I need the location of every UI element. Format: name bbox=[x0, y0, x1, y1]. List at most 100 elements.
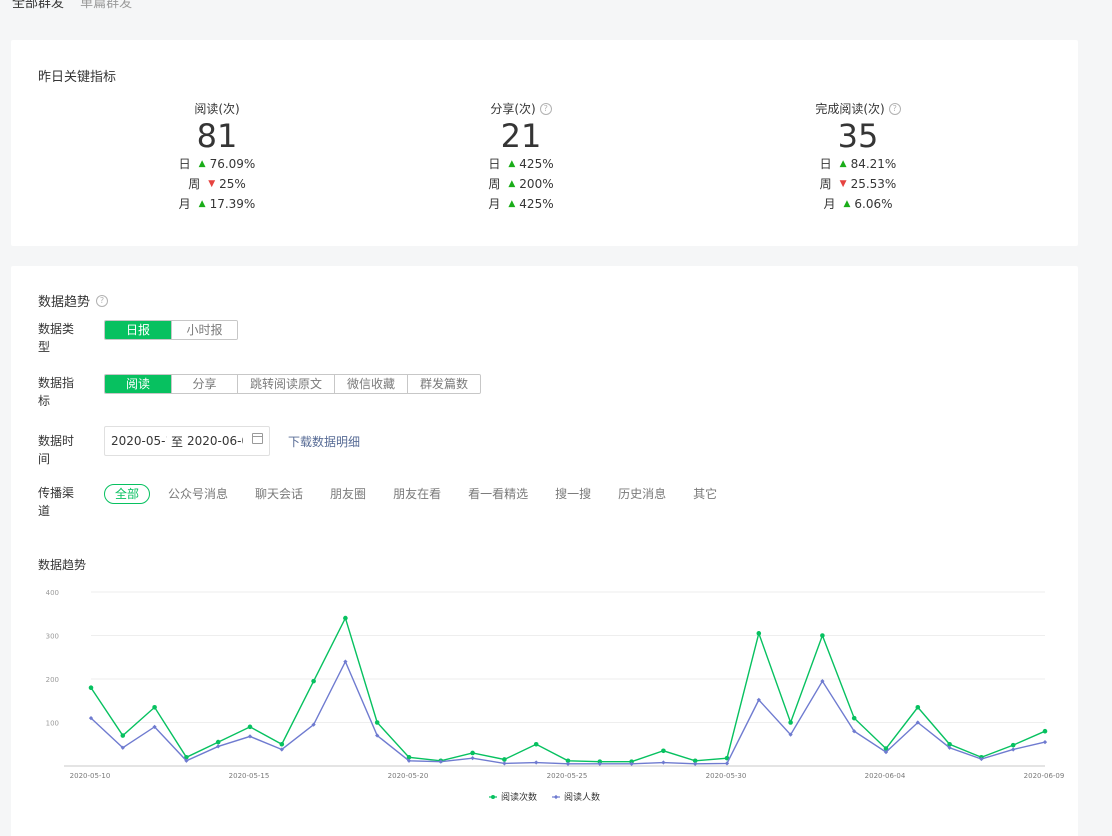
metric-label-text: 完成阅读(次) bbox=[815, 102, 885, 116]
help-icon[interactable]: ? bbox=[96, 294, 109, 307]
channel-option[interactable]: 历史消息 bbox=[618, 487, 667, 501]
data-point[interactable] bbox=[565, 758, 571, 764]
metric-value: 21 bbox=[500, 117, 542, 155]
data-point[interactable] bbox=[279, 747, 284, 752]
data-metric-option[interactable]: 分享 bbox=[171, 375, 237, 393]
y-tick-label: 100 bbox=[46, 720, 59, 728]
data-point[interactable] bbox=[88, 716, 94, 721]
data-point[interactable] bbox=[947, 741, 952, 747]
data-type-option[interactable]: 日报 bbox=[105, 321, 171, 339]
data-metric-option[interactable]: 群发篇数 bbox=[407, 375, 481, 393]
arrow-up-icon: ▲ bbox=[508, 179, 516, 189]
data-point[interactable] bbox=[629, 759, 634, 764]
data-point[interactable] bbox=[247, 724, 253, 730]
data-point[interactable] bbox=[1042, 728, 1048, 734]
metric-change-row: 周 ▼ 25% bbox=[152, 174, 282, 194]
data-point[interactable] bbox=[152, 724, 157, 729]
data-point[interactable] bbox=[502, 757, 507, 762]
channel-option[interactable]: 聊天会话 bbox=[255, 487, 304, 501]
data-point[interactable] bbox=[533, 741, 539, 747]
arrow-up-icon: ▲ bbox=[508, 199, 516, 209]
change-value: 425% bbox=[519, 157, 554, 171]
channel-option[interactable]: 其它 bbox=[693, 487, 718, 501]
channel-option[interactable]: 朋友在看 bbox=[393, 487, 442, 501]
channel-option[interactable]: 全部 bbox=[104, 484, 151, 504]
data-point[interactable] bbox=[915, 704, 921, 710]
trend-title-text: 数据趋势 bbox=[38, 295, 91, 310]
data-point[interactable] bbox=[1042, 739, 1048, 745]
help-icon[interactable]: ? bbox=[539, 103, 552, 115]
channel-option[interactable]: 公众号消息 bbox=[168, 487, 229, 501]
data-point[interactable] bbox=[470, 750, 475, 756]
data-point[interactable] bbox=[406, 758, 412, 763]
data-point[interactable] bbox=[470, 756, 475, 761]
data-metric-option[interactable]: 跳转阅读原文 bbox=[237, 375, 335, 393]
metric-block: 阅读(次) 81 日 ▲ 76.09% 周 ▼ 25% 月 ▲ 17.39% bbox=[152, 100, 282, 214]
data-point[interactable] bbox=[215, 739, 221, 745]
data-point[interactable] bbox=[1010, 742, 1016, 748]
metric-change-row: 月 ▲ 6.06% bbox=[793, 194, 923, 214]
trend-card: 数据趋势 ? 数据类型 日报 小时报 数据指标 阅读 分享 跳转阅读原文 微信收藏 群发篇… bbox=[11, 266, 1078, 836]
data-metric-option[interactable]: 阅读 bbox=[105, 375, 171, 393]
arrow-up-icon: ▲ bbox=[198, 159, 206, 169]
data-point[interactable] bbox=[374, 720, 380, 725]
metric-block: 完成阅读(次)? 35 日 ▲ 84.21% 周 ▼ 25.53% 月 ▲ 6.06% bbox=[793, 100, 923, 214]
data-point[interactable] bbox=[724, 755, 730, 761]
data-point[interactable] bbox=[311, 678, 316, 684]
data-point[interactable] bbox=[661, 760, 666, 765]
arrow-down-icon: ▼ bbox=[839, 179, 847, 189]
change-value: 84.21% bbox=[850, 157, 897, 171]
data-point[interactable] bbox=[502, 761, 507, 766]
change-value: 25% bbox=[219, 177, 246, 191]
tab-single-broadcast[interactable]: 单篇群发 bbox=[80, 0, 133, 11]
download-details-link[interactable]: 下载数据明细 bbox=[288, 434, 361, 449]
metric-value: 81 bbox=[196, 117, 238, 155]
metric-block: 分享(次)? 21 日 ▲ 425% 周 ▲ 200% 月 ▲ 425% bbox=[456, 100, 586, 214]
change-value: 200% bbox=[519, 177, 554, 191]
x-tick-label: 2020-06-09 bbox=[1024, 772, 1065, 780]
tab-all-broadcast[interactable]: 全部群发 bbox=[12, 0, 65, 11]
data-point[interactable] bbox=[756, 631, 762, 636]
data-point[interactable] bbox=[279, 741, 285, 747]
channel-option[interactable]: 看一看精选 bbox=[468, 487, 529, 501]
period-label: 月 bbox=[178, 197, 191, 211]
data-type-option[interactable]: 小时报 bbox=[171, 321, 237, 339]
data-point[interactable] bbox=[597, 759, 603, 764]
data-point[interactable] bbox=[851, 715, 857, 721]
data-point[interactable] bbox=[534, 760, 539, 765]
end-date[interactable]: 2020-06-09 bbox=[187, 434, 243, 448]
data-point[interactable] bbox=[247, 734, 253, 739]
data-point[interactable] bbox=[88, 685, 94, 690]
data-point[interactable] bbox=[820, 633, 825, 638]
key-metrics-title: 昨日关键指标 bbox=[38, 70, 117, 85]
data-metric-option[interactable]: 微信收藏 bbox=[334, 375, 408, 393]
y-tick-label: 200 bbox=[46, 676, 59, 684]
data-point[interactable] bbox=[438, 759, 443, 764]
data-point[interactable] bbox=[343, 615, 348, 621]
filter-label-data-type: 数据类型 bbox=[38, 322, 75, 354]
start-date[interactable]: 2020-05-10 bbox=[111, 434, 167, 448]
data-point[interactable] bbox=[184, 755, 189, 760]
filter-channel: 传播渠道 全部 公众号消息 聊天会话 朋友圈 朋友在看 看一看精选 搜一搜 历史消息 其它 bbox=[38, 484, 744, 520]
series-line bbox=[90, 616, 1046, 763]
metric-change-row: 月 ▲ 425% bbox=[456, 194, 586, 214]
chart-container: 100 200 300 400 2020-05-10 2020-05-15 2020-05-… bbox=[11, 576, 1078, 830]
data-point[interactable] bbox=[184, 758, 189, 763]
data-point[interactable] bbox=[343, 659, 348, 664]
channel-option[interactable]: 朋友圈 bbox=[330, 487, 367, 501]
date-range-picker[interactable]: 2020-05-10 至 2020-06-09 bbox=[104, 426, 270, 456]
data-point[interactable] bbox=[661, 748, 666, 754]
data-point[interactable] bbox=[692, 758, 698, 764]
data-point[interactable] bbox=[883, 746, 889, 751]
channel-option[interactable]: 搜一搜 bbox=[555, 487, 592, 501]
data-point[interactable] bbox=[1011, 747, 1016, 752]
y-tick-label: 400 bbox=[46, 589, 59, 597]
data-point[interactable] bbox=[788, 720, 793, 725]
help-icon[interactable]: ? bbox=[888, 103, 901, 115]
arrow-up-icon: ▲ bbox=[843, 199, 851, 209]
data-point[interactable] bbox=[152, 704, 157, 710]
data-point[interactable] bbox=[216, 744, 221, 749]
data-point[interactable] bbox=[406, 755, 412, 760]
data-point[interactable] bbox=[120, 733, 126, 738]
calendar-icon[interactable] bbox=[252, 433, 263, 444]
